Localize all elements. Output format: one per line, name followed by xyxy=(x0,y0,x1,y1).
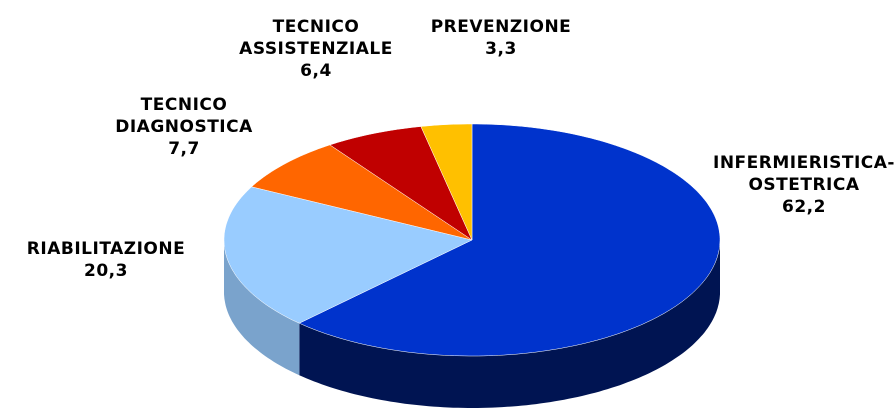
category-label: TECNICO DIAGNOSTICA xyxy=(115,95,253,137)
data-label: RIABILITAZIONE 20,3 xyxy=(27,238,185,282)
data-label: TECNICO ASSISTENZIALE 6,4 xyxy=(239,16,393,82)
pie-slice-side xyxy=(224,240,300,376)
pie-slice xyxy=(329,126,473,241)
value-label: 7,7 xyxy=(168,139,200,159)
data-label: PREVENZIONE 3,3 xyxy=(431,16,572,60)
pie-slice-side xyxy=(299,240,720,408)
value-label: 62,2 xyxy=(782,197,826,217)
data-label: TECNICO DIAGNOSTICA 7,7 xyxy=(115,94,253,160)
value-label: 3,3 xyxy=(485,39,517,59)
pie-slice xyxy=(420,123,473,241)
category-label: TECNICO ASSISTENZIALE xyxy=(239,17,393,59)
category-label: PREVENZIONE xyxy=(430,17,572,37)
value-label: 20,3 xyxy=(84,261,128,281)
pie-slice xyxy=(298,123,721,357)
category-label: INFERMIERISTICA- OSTETRICA xyxy=(713,153,895,195)
category-label: RIABILITAZIONE xyxy=(26,239,186,259)
pie-slice xyxy=(251,144,473,241)
value-label: 6,4 xyxy=(300,61,332,81)
pie-slice xyxy=(223,186,473,324)
data-label: INFERMIERISTICA- OSTETRICA 62,2 xyxy=(713,152,895,218)
